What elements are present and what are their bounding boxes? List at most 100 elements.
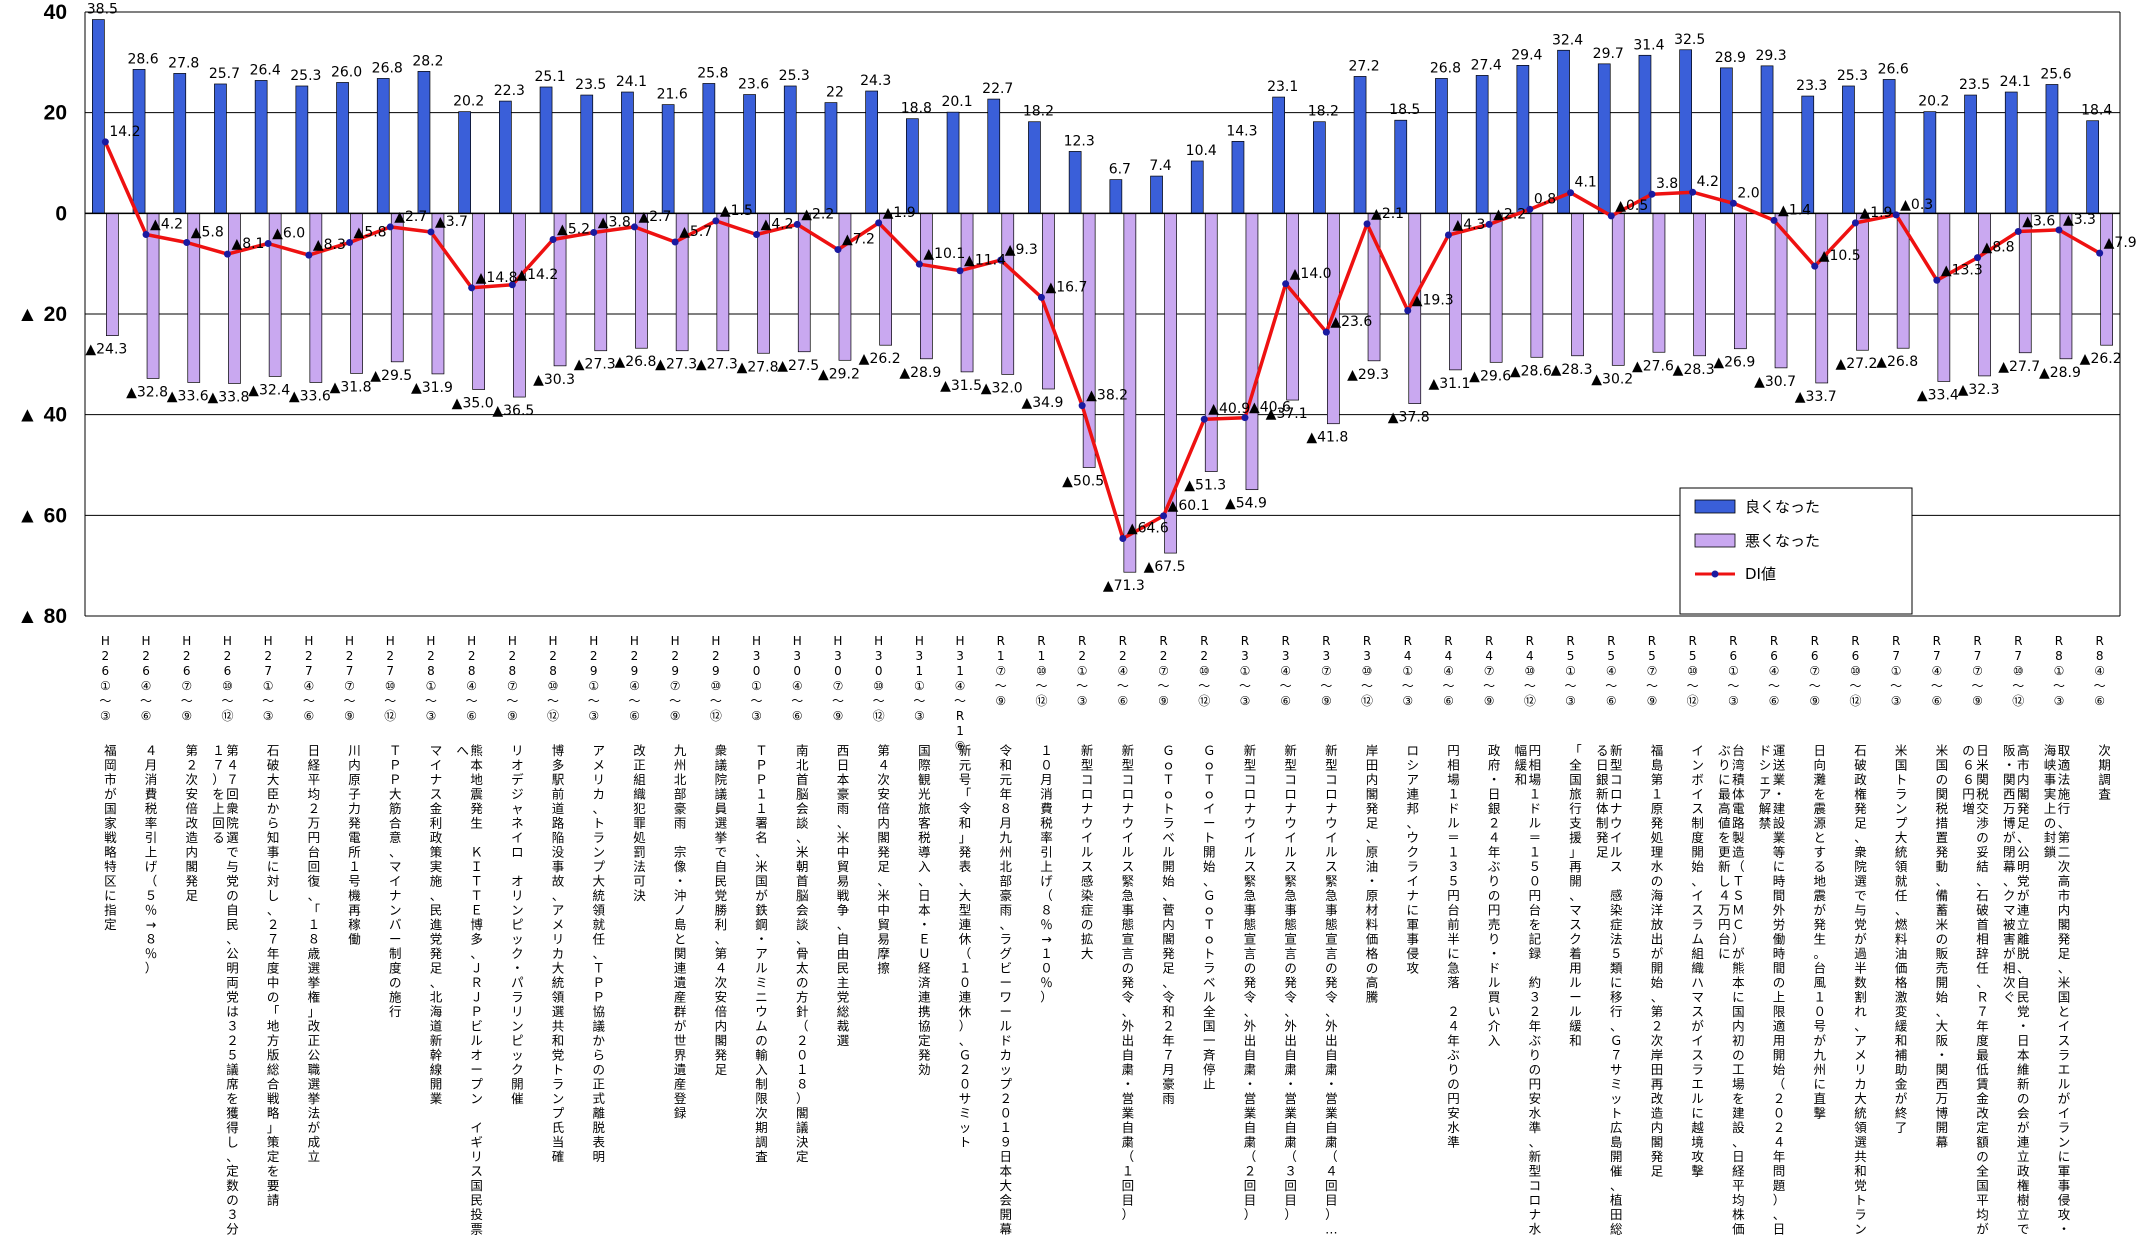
- period-char: 3: [1323, 649, 1331, 663]
- event-char: の: [1651, 874, 1664, 889]
- event-char: 選: [1854, 1135, 1867, 1150]
- event-char: 会: [796, 801, 809, 816]
- event-char: 争: [837, 903, 850, 918]
- period-char: 7: [1974, 649, 1982, 663]
- event-char: 脳: [796, 888, 809, 903]
- event-char: 統: [592, 888, 605, 903]
- event-char: 止: [1203, 1077, 1216, 1092]
- event-char: 就: [1895, 874, 1908, 889]
- event-char: ト: [959, 1135, 972, 1150]
- event-char: 正: [592, 1077, 605, 1092]
- event-char: 発: [1366, 801, 1379, 816]
- event-char: グ: [999, 946, 1012, 961]
- period-label: R6①〜③: [1727, 634, 1739, 708]
- event-char: が: [674, 1019, 687, 1034]
- di-marker: [793, 220, 801, 228]
- event-char: ラ: [1854, 1207, 1867, 1222]
- event-char: 、: [1936, 1004, 1949, 1019]
- event-char: 幕: [2003, 859, 2016, 874]
- event-char: 院: [1854, 859, 1867, 874]
- event-char: ェ: [1759, 772, 1772, 787]
- event-char: ラ: [1691, 1062, 1704, 1077]
- period-char: 〜: [995, 679, 1007, 693]
- di-marker: [1892, 211, 1900, 219]
- event-char: 業: [430, 1091, 443, 1106]
- event-char: 要: [267, 1178, 280, 1193]
- bad-value-label: ▲33.4: [1917, 387, 1959, 403]
- event-char: 源: [1813, 816, 1826, 831]
- period-char: H: [508, 634, 517, 648]
- event-char: 協: [918, 1019, 931, 1034]
- good-bar: [1150, 175, 1163, 214]
- event-char: 首: [796, 874, 809, 889]
- event-char: 任: [1976, 961, 1989, 976]
- event-char: 症: [1081, 903, 1094, 918]
- event-char: 震: [470, 787, 483, 802]
- event-char: １: [308, 917, 321, 932]
- di-value-label: ▲14.0: [1290, 266, 1332, 282]
- di-marker: [468, 284, 476, 292]
- event-char: ラ: [1162, 816, 1175, 831]
- event-char: 水: [1529, 1106, 1542, 1121]
- event-char: 米: [1895, 743, 1908, 758]
- event-char: 和: [1854, 1164, 1867, 1179]
- event-char: イ: [1081, 830, 1094, 845]
- event-char: 峡: [2044, 758, 2057, 773]
- event-char: 足: [2017, 816, 2030, 831]
- event-char: 約: [1529, 975, 1542, 990]
- event-char: 裁: [837, 1019, 850, 1034]
- event-char: 衆: [1854, 845, 1867, 860]
- period-char: ③: [1402, 694, 1413, 708]
- event-char: の: [1447, 1077, 1460, 1092]
- event-char: 挙: [308, 975, 321, 990]
- di-marker: [1811, 262, 1819, 270]
- event-char: ７: [226, 772, 239, 787]
- period-char: ③: [1728, 694, 1739, 708]
- event-char: 党: [430, 932, 443, 947]
- event-char: 水: [1651, 859, 1664, 874]
- event-char: ０: [959, 975, 972, 990]
- period-char: 3: [793, 649, 801, 663]
- event-char: 二: [2058, 845, 2071, 860]
- event-char: ル: [755, 961, 768, 976]
- event-char: ｏ: [1162, 787, 1175, 802]
- event-char: 動: [1936, 859, 1949, 874]
- period-char: ③: [751, 709, 762, 723]
- event-char: ー: [1569, 990, 1582, 1005]
- event-char: 円: [1529, 743, 1542, 758]
- event-char: ア: [552, 903, 565, 918]
- event-char: 内: [185, 845, 198, 860]
- event-char: ナ: [1122, 801, 1135, 816]
- event-char: （: [1244, 1149, 1257, 1164]
- event-char: 本: [2017, 1048, 2030, 1063]
- event-char: 利: [715, 917, 728, 932]
- period-char: 6: [1730, 649, 1738, 663]
- event-char: 倍: [715, 1004, 728, 1019]
- di-marker: [1526, 205, 1534, 213]
- event-char: ッ: [511, 932, 524, 947]
- period-char: 〜: [1035, 679, 1047, 693]
- event-char: ６: [1962, 758, 1975, 773]
- event-char: ド: [1488, 961, 1501, 976]
- event-char: 回: [212, 816, 225, 831]
- event-char: ％: [1040, 917, 1053, 932]
- event-char: 増: [1962, 801, 1975, 816]
- event-char: り: [1447, 1062, 1460, 1077]
- event-char: 議: [592, 1019, 605, 1034]
- event-char: 発: [918, 1048, 931, 1063]
- event-char: 用: [1773, 1033, 1786, 1048]
- event-char: 開: [1162, 859, 1175, 874]
- good-value-label: 20.2: [1918, 94, 1949, 110]
- event-char: 月: [1040, 772, 1053, 787]
- event-char: 働: [348, 932, 361, 947]
- period-char: ④: [2094, 664, 2105, 678]
- event-char: 湾: [1732, 758, 1745, 773]
- event-char: ７: [1976, 1004, 1989, 1019]
- event-char: 九: [999, 830, 1012, 845]
- event-char: 金: [430, 801, 443, 816]
